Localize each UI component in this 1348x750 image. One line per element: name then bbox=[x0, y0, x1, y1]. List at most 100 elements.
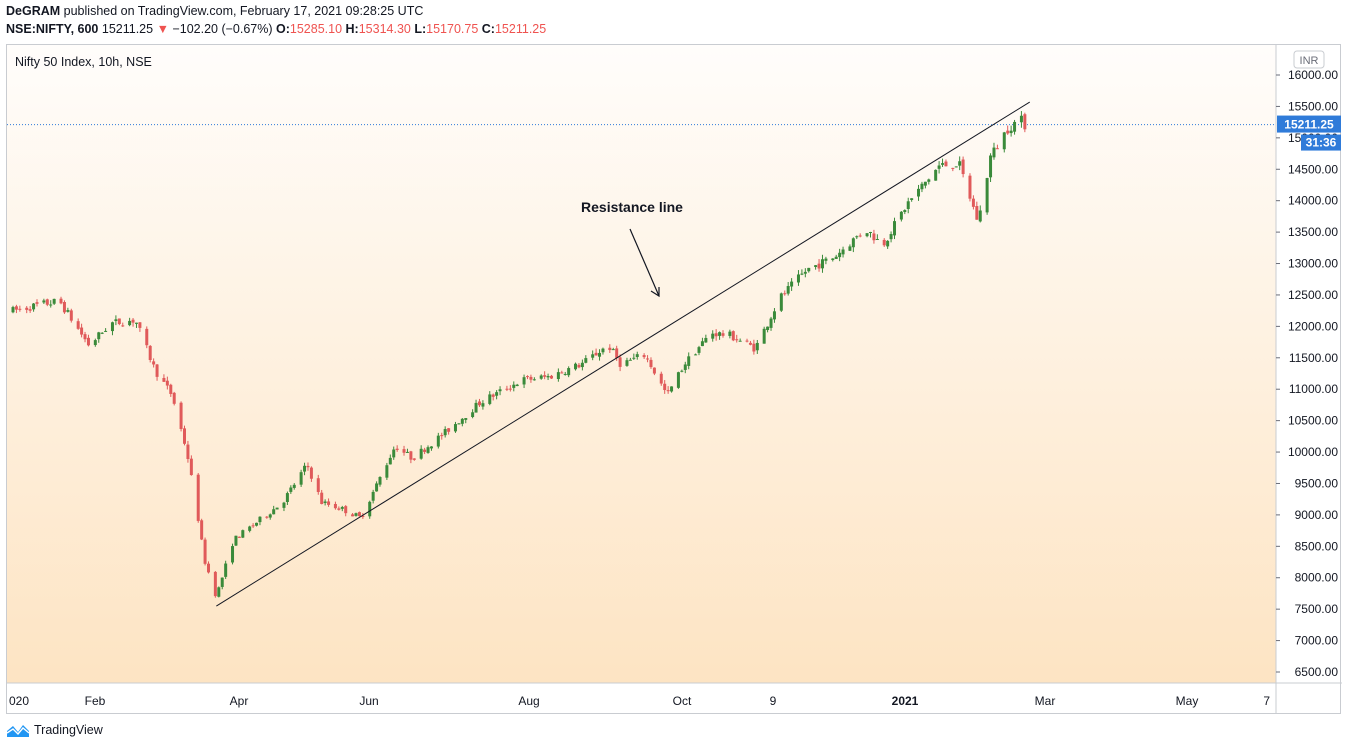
candle-up bbox=[110, 322, 114, 332]
candle-up bbox=[471, 412, 475, 418]
candle-up bbox=[1009, 130, 1013, 134]
candle-down bbox=[183, 428, 186, 444]
candle-down bbox=[659, 373, 663, 384]
candle-down bbox=[251, 525, 255, 527]
y-tick-label: 15500.00 bbox=[1288, 99, 1338, 113]
candle-down bbox=[309, 467, 313, 479]
candle-up bbox=[299, 472, 303, 485]
candle-up bbox=[831, 258, 835, 261]
candle-up bbox=[601, 348, 605, 353]
candle-up bbox=[234, 535, 238, 546]
x-tick-label: Oct bbox=[673, 694, 692, 708]
candle-up bbox=[869, 231, 872, 233]
ohlc-legend: NSE:NIFTY, 600 15211.25 ▼ −102.20 (−0.67… bbox=[6, 22, 546, 36]
candle-down bbox=[121, 325, 125, 327]
candle-up bbox=[985, 178, 989, 213]
candle-up bbox=[917, 188, 921, 197]
candle-up bbox=[779, 293, 783, 311]
candle-up bbox=[697, 347, 701, 353]
candle-down bbox=[18, 308, 22, 310]
y-tick-label: 7000.00 bbox=[1295, 634, 1339, 648]
countdown-badge-label: 31:36 bbox=[1306, 136, 1337, 150]
candle-down bbox=[663, 383, 667, 391]
brand-name: TradingView bbox=[34, 723, 103, 737]
y-tick-label: 11000.00 bbox=[1289, 382, 1338, 396]
candle-up bbox=[255, 522, 259, 526]
candle-up bbox=[803, 271, 807, 274]
candle-down bbox=[62, 302, 66, 313]
candle-down bbox=[529, 376, 533, 380]
candle-up bbox=[292, 484, 296, 488]
resistance-line[interactable] bbox=[216, 101, 1031, 607]
candle-up bbox=[786, 286, 790, 294]
candle-up bbox=[388, 457, 392, 465]
candle-down bbox=[265, 516, 269, 518]
chart-title: Nifty 50 Index, 10h, NSE bbox=[15, 55, 152, 69]
candle-up bbox=[52, 298, 56, 304]
candle-down bbox=[152, 361, 156, 365]
candle-up bbox=[378, 477, 382, 485]
candle-down bbox=[344, 506, 348, 514]
candle-down bbox=[80, 327, 84, 335]
candle-down bbox=[25, 307, 29, 310]
candle-up bbox=[385, 465, 389, 478]
candle-down bbox=[76, 321, 80, 329]
x-tick-label: 7 bbox=[1263, 694, 1270, 708]
candle-up bbox=[100, 332, 104, 334]
candle-down bbox=[28, 309, 32, 311]
x-tick-label: Apr bbox=[230, 694, 249, 708]
candle-down bbox=[200, 520, 204, 540]
candle-down bbox=[594, 352, 598, 356]
candle-up bbox=[323, 501, 327, 503]
candle-down bbox=[69, 310, 73, 321]
candle-down bbox=[477, 401, 481, 406]
candle-down bbox=[543, 375, 547, 377]
candle-down bbox=[162, 377, 166, 382]
candle-down bbox=[440, 435, 444, 437]
candle-up bbox=[790, 281, 794, 287]
candle-up bbox=[368, 501, 372, 517]
symbol-label: NSE:NIFTY, 600 bbox=[6, 22, 99, 36]
currency-badge[interactable]: INR bbox=[1293, 50, 1325, 69]
candle-up bbox=[97, 332, 101, 340]
candle-up bbox=[628, 359, 632, 361]
candle-up bbox=[800, 273, 804, 275]
candle-down bbox=[145, 328, 149, 346]
currency-badge-label: INR bbox=[1300, 55, 1319, 67]
candle-down bbox=[395, 448, 399, 450]
candle-up bbox=[481, 403, 485, 407]
candle-down bbox=[35, 302, 39, 304]
y-tick-label: 14000.00 bbox=[1288, 194, 1338, 208]
price-chart[interactable]: Nifty 50 Index, 10h, NSE INR 16000.00 155… bbox=[7, 45, 1342, 715]
candle-up bbox=[941, 163, 945, 165]
candle-down bbox=[608, 347, 612, 351]
candle-up bbox=[886, 240, 890, 247]
candle-up bbox=[241, 530, 245, 538]
x-axis-ticks: 020 Feb Apr Jun Aug Oct 9 2021 Mar May 7 bbox=[9, 694, 1270, 708]
candle-down bbox=[14, 306, 18, 310]
candle-down bbox=[237, 536, 241, 538]
down-arrow-icon: ▼ bbox=[156, 22, 169, 36]
candle-up bbox=[927, 179, 931, 182]
resistance-annotation: Resistance line bbox=[581, 199, 683, 215]
candle-down bbox=[560, 372, 564, 374]
candle-down bbox=[207, 563, 211, 573]
candle-up bbox=[285, 493, 289, 502]
candle-up bbox=[248, 526, 252, 531]
candle-up bbox=[838, 252, 842, 258]
candle-down bbox=[189, 458, 193, 476]
candle-up bbox=[258, 516, 262, 523]
countdown-badge-box bbox=[1301, 134, 1341, 151]
candle-up bbox=[611, 349, 615, 351]
candle-down bbox=[646, 358, 650, 360]
chart-frame[interactable]: Nifty 50 Index, 10h, NSE INR 16000.00 155… bbox=[6, 44, 1342, 715]
candle-down bbox=[169, 384, 173, 394]
candle-down bbox=[45, 299, 49, 305]
candle-up bbox=[591, 354, 595, 358]
x-tick-label: Aug bbox=[518, 694, 539, 708]
candle-up bbox=[217, 587, 221, 597]
candle-up bbox=[694, 354, 698, 356]
x-tick-label: Mar bbox=[1035, 694, 1056, 708]
annotation-arrow-shaft bbox=[629, 228, 660, 297]
candle-down bbox=[961, 159, 965, 175]
